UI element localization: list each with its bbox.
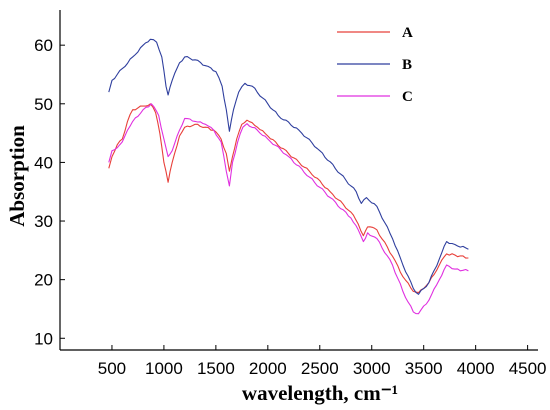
legend-label-b: B (402, 57, 412, 73)
x-tick-label: 500 (98, 359, 126, 378)
series-line-a (108, 103, 469, 294)
legend: ABC (337, 25, 413, 105)
x-tick-label: 1000 (145, 359, 183, 378)
y-tick-label: 60 (34, 36, 53, 55)
series-line-c (108, 103, 469, 315)
x-tick-label: 1500 (197, 359, 235, 378)
legend-label-a: A (402, 25, 413, 41)
axes-layer (59, 10, 538, 351)
ticks-layer: 10 20 30 40 50 60 500 1000 1500 2000 2500 3000 3500 4… (34, 36, 546, 378)
series-line-b (108, 38, 469, 295)
y-tick-label: 10 (34, 329, 53, 348)
x-axis-title: wavelength, cm⁻¹ (242, 381, 398, 405)
series-layer (108, 38, 469, 315)
y-axis-title: Absorption (5, 125, 29, 227)
x-tick-label: 3000 (353, 359, 391, 378)
y-tick-label: 50 (34, 95, 53, 114)
y-tick-label: 40 (34, 153, 53, 172)
x-tick-label: 2000 (249, 359, 287, 378)
x-tick-label: 2500 (301, 359, 339, 378)
y-tick-label: 30 (34, 212, 53, 231)
x-tick-label: 3500 (405, 359, 443, 378)
x-tick-label: 4000 (457, 359, 495, 378)
legend-label-c: C (402, 89, 413, 105)
x-tick-label: 4500 (509, 359, 547, 378)
y-tick-label: 20 (34, 271, 53, 290)
